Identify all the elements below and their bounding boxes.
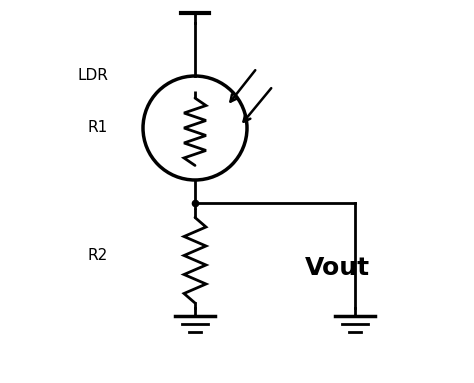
Text: Vout: Vout: [305, 256, 370, 280]
Text: R2: R2: [88, 247, 108, 262]
Text: Vcc: Vcc: [182, 0, 209, 3]
Text: R1: R1: [88, 121, 108, 136]
Text: LDR: LDR: [77, 67, 108, 82]
